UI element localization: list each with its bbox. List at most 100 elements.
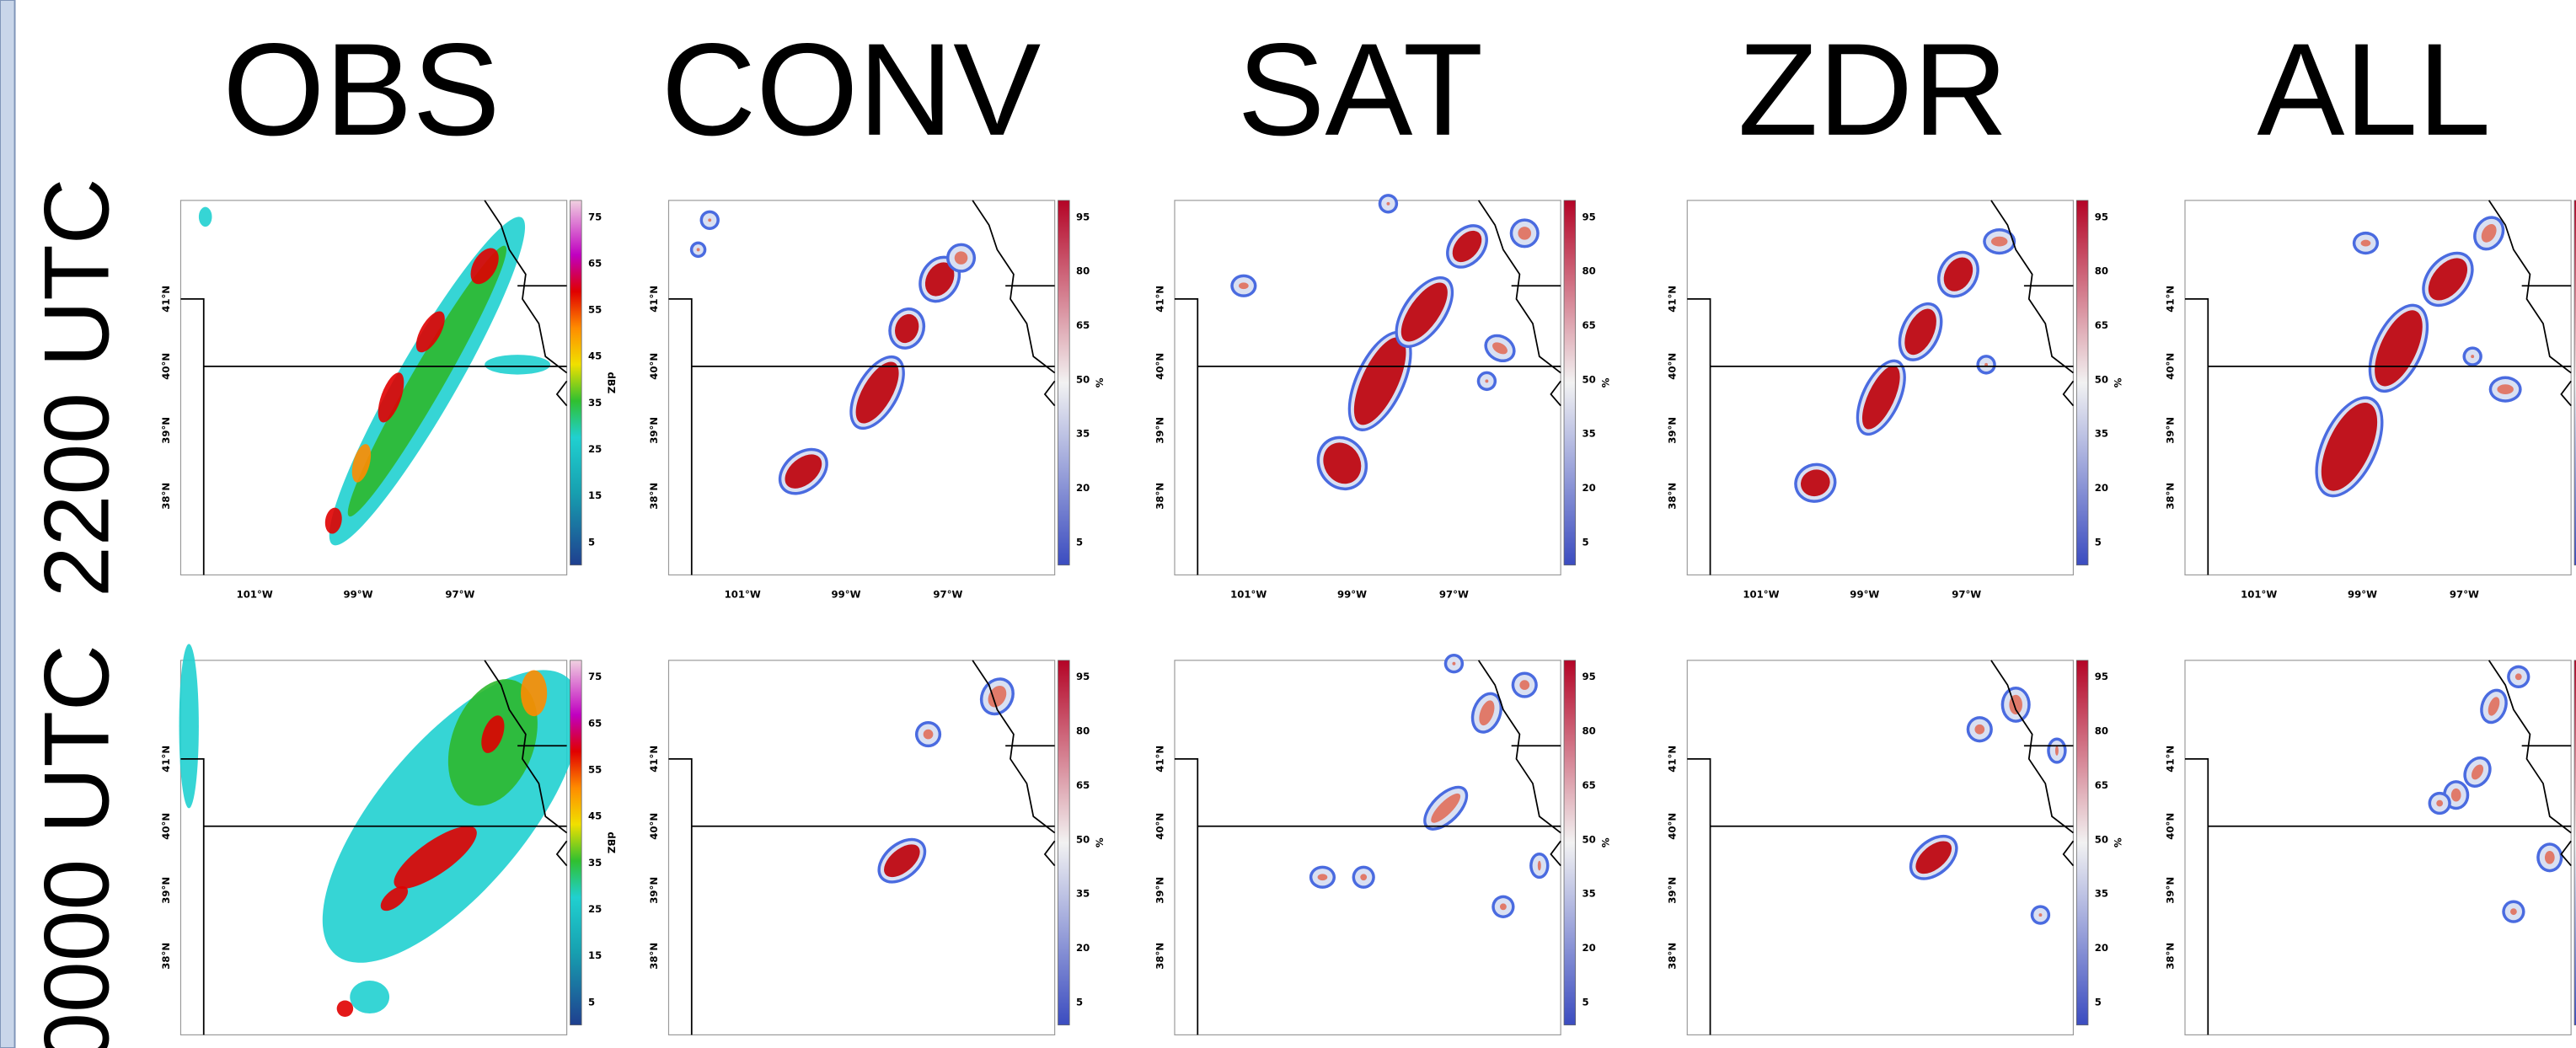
state-border	[180, 297, 567, 575]
colorbar-tick: 5	[1582, 996, 1588, 1008]
prob-core	[1943, 257, 1974, 291]
lon-label: 97°W	[1952, 589, 1981, 601]
lat-label: 38°N	[1667, 483, 1679, 510]
prob-core	[2488, 697, 2500, 716]
colorbar-tick: 5	[588, 536, 595, 548]
colorbar-tick: 20	[1076, 942, 1090, 954]
colorbar-unit: dBZ	[605, 372, 617, 393]
lat-label: 41°N	[2164, 746, 2176, 773]
column-header: ZDR	[1738, 17, 2008, 163]
colorbar-tick: 25	[588, 443, 602, 455]
radar-echo	[481, 715, 505, 753]
lat-label: 39°N	[648, 877, 660, 904]
colorbar	[2075, 660, 2089, 1026]
lon-label: 99°W	[344, 589, 373, 601]
prob-core	[1479, 700, 1495, 726]
prob-core	[855, 361, 899, 424]
prob-core	[924, 262, 955, 297]
colorbar-tick: 80	[2095, 725, 2108, 737]
colorbar-tick: 15	[588, 949, 602, 961]
river-border	[1990, 660, 2075, 867]
colorbar-tick: 50	[1582, 373, 1595, 385]
colorbar-tick: 35	[588, 857, 602, 869]
colorbar-tick: 5	[1076, 996, 1083, 1008]
colorbar	[2573, 660, 2576, 1026]
colorbar-tick: 80	[2095, 265, 2108, 277]
map-panel: 41°N 40°N 39°N 38°N 101°W 99°W 97°W 95 80 65 50 35 2…	[1154, 194, 1611, 601]
colorbar-tick: 35	[1076, 888, 1090, 900]
lat-label: 41°N	[648, 286, 660, 313]
colorbar-tick: 5	[2095, 996, 2102, 1008]
colorbar-tick: 35	[2095, 428, 2108, 440]
lat-label: 38°N	[1154, 483, 1165, 510]
colorbar	[570, 200, 582, 566]
river-border	[2488, 200, 2572, 407]
colorbar-tick: 55	[588, 304, 602, 316]
colorbar-tick: 5	[2095, 536, 2102, 548]
state-border	[2184, 757, 2572, 1035]
radar-echo	[336, 1000, 354, 1017]
colorbar-tick: 50	[2095, 373, 2108, 385]
lon-label: 97°W	[933, 589, 962, 601]
radar-echo	[324, 507, 342, 534]
colorbar-tick: 50	[1076, 373, 1090, 385]
radar-echo	[350, 981, 390, 1014]
prob-core	[2321, 403, 2378, 491]
colorbar-tick: 75	[588, 211, 602, 222]
colorbar	[2573, 200, 2576, 566]
lat-label: 39°N	[1667, 417, 1679, 444]
river-border	[2488, 660, 2572, 867]
lat-label: 39°N	[1667, 877, 1679, 904]
prob-core	[785, 454, 822, 489]
lon-label: 101°W	[237, 589, 273, 601]
lat-label: 40°N	[2164, 813, 2176, 840]
colorbar-unit: %	[1093, 837, 1105, 847]
colorbar-tick: 35	[1582, 888, 1595, 900]
lon-label: 101°W	[1230, 589, 1267, 601]
colorbar	[570, 660, 582, 1026]
colorbar-tick: 75	[588, 671, 602, 682]
prob-core	[2038, 913, 2043, 917]
lat-label: 40°N	[1154, 353, 1165, 380]
lat-label: 38°N	[1667, 943, 1679, 970]
colorbar-unit: %	[2112, 837, 2123, 847]
lat-label: 41°N	[1154, 746, 1165, 773]
river-border	[972, 200, 1056, 407]
colorbar-tick: 20	[1076, 482, 1090, 494]
lat-label: 41°N	[2164, 286, 2176, 313]
lat-label: 41°N	[160, 746, 172, 773]
prob-core	[1452, 661, 1456, 666]
lat-label: 39°N	[1154, 877, 1165, 904]
river-border	[484, 660, 568, 867]
prob-core	[1904, 308, 1936, 356]
map-frame	[667, 660, 1056, 1035]
lat-label: 40°N	[1667, 813, 1679, 840]
lon-label: 99°W	[832, 589, 861, 601]
prob-core	[1485, 379, 1489, 383]
state-border	[1174, 757, 1561, 1035]
lat-label: 39°N	[160, 417, 172, 444]
colorbar-unit: dBZ	[605, 831, 617, 853]
prob-core	[1353, 337, 1406, 425]
state-border	[668, 757, 1055, 1035]
colorbar	[2075, 200, 2089, 566]
radar-echo	[394, 826, 477, 889]
state-border	[1687, 757, 2074, 1035]
colorbar-tick: 95	[2095, 211, 2108, 222]
colorbar-tick: 45	[588, 350, 602, 362]
map-frame	[1174, 660, 1561, 1035]
colorbar-tick: 50	[1076, 833, 1090, 845]
prob-core	[2450, 788, 2461, 802]
colorbar-tick: 20	[1582, 942, 1595, 954]
lat-label: 38°N	[160, 943, 172, 970]
colorbar-tick: 50	[2095, 833, 2108, 845]
colorbar-unit: %	[1599, 377, 1611, 388]
lon-label: 101°W	[2241, 589, 2277, 601]
colorbar-tick: 65	[1076, 319, 1090, 331]
state-border	[1174, 297, 1561, 575]
prob-core	[1537, 860, 1541, 871]
lon-label: 97°W	[445, 589, 474, 601]
colorbar-tick: 25	[588, 903, 602, 915]
lat-label: 39°N	[1154, 417, 1165, 444]
